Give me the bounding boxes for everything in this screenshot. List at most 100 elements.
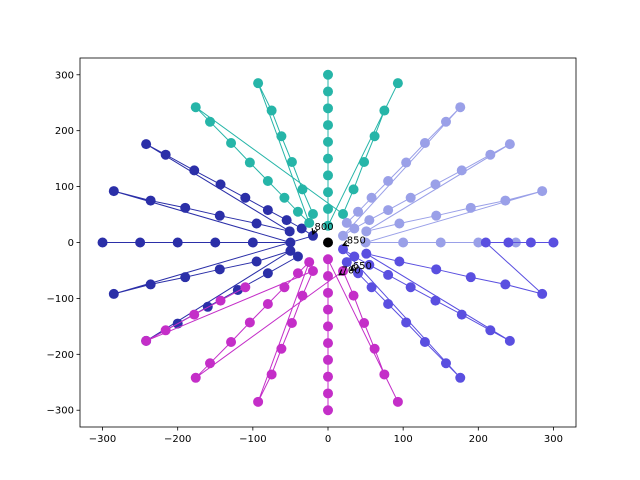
data-point: [296, 223, 307, 234]
x-tick-label: −100: [239, 434, 266, 445]
data-point: [323, 170, 333, 181]
data-point: [214, 210, 225, 221]
data-point: [141, 335, 152, 346]
annotation-label: 850: [347, 236, 366, 247]
axes-frame: [79, 57, 577, 428]
data-point: [135, 237, 146, 248]
data-point: [160, 325, 171, 336]
y-tick-label: 0: [68, 238, 74, 249]
data-point: [276, 343, 287, 354]
data-point: [364, 215, 375, 226]
data-point: [279, 282, 290, 293]
data-point: [401, 317, 412, 328]
data-point: [284, 226, 295, 237]
data-point: [323, 86, 333, 97]
data-point: [108, 288, 119, 299]
data-point: [262, 176, 273, 186]
data-point: [276, 131, 287, 142]
data-point: [359, 156, 370, 167]
data-point: [247, 237, 258, 248]
data-point: [244, 317, 255, 328]
data-point: [253, 78, 264, 89]
data-point: [360, 237, 371, 248]
data-point: [401, 157, 412, 168]
y-tick-label: 200: [55, 126, 74, 137]
data-point: [430, 179, 441, 190]
data-point: [455, 372, 466, 383]
data-point: [323, 371, 333, 382]
annotation-1: 850: [341, 236, 366, 247]
series-1: [190, 69, 403, 231]
y-tick-label: −300: [47, 406, 74, 417]
data-point: [279, 192, 290, 203]
data-point: [323, 120, 333, 131]
data-point: [323, 354, 333, 365]
data-point: [440, 358, 451, 369]
data-point: [366, 192, 377, 203]
data-point: [108, 186, 119, 197]
data-point: [465, 272, 476, 283]
data-point: [145, 279, 156, 290]
data-point: [349, 223, 360, 234]
data-point: [500, 279, 511, 290]
data-point: [504, 139, 515, 150]
data-point: [244, 157, 255, 168]
data-point: [465, 202, 476, 213]
data-point: [405, 282, 416, 293]
data-point: [323, 136, 333, 147]
data-point: [473, 237, 484, 248]
data-point: [323, 388, 333, 399]
data-point: [281, 215, 292, 226]
data-point: [394, 218, 405, 229]
data-point: [240, 192, 251, 203]
data-point: [361, 248, 372, 259]
annotation-arrowhead: [341, 240, 350, 247]
data-point: [537, 186, 548, 197]
data-point: [262, 205, 273, 216]
center-point: [323, 237, 333, 248]
data-point: [383, 299, 394, 309]
data-point: [286, 318, 297, 329]
y-tick-label: 100: [55, 182, 74, 193]
data-point: [323, 203, 333, 214]
data-point: [398, 237, 409, 248]
data-point: [205, 116, 216, 127]
data-point: [431, 210, 442, 221]
data-point: [210, 237, 221, 248]
data-point: [548, 237, 559, 248]
data-point: [189, 165, 200, 176]
data-point: [285, 245, 296, 256]
annotation-2: 650: [349, 261, 372, 272]
data-point: [97, 237, 108, 248]
data-point: [226, 137, 237, 148]
data-point: [285, 237, 296, 248]
annotation-arrowhead: [311, 228, 318, 236]
data-point: [226, 337, 237, 348]
data-point: [180, 272, 191, 283]
data-point: [292, 251, 303, 262]
data-point: [215, 295, 226, 306]
y-tick-label: −100: [47, 294, 74, 305]
data-point: [359, 318, 370, 329]
data-point: [323, 254, 333, 265]
data-point: [369, 131, 380, 142]
data-point: [251, 218, 262, 229]
data-point: [215, 179, 226, 190]
x-tick-label: 100: [394, 434, 413, 445]
x-tick-label: 0: [325, 434, 331, 445]
data-point: [500, 195, 511, 206]
data-point: [304, 217, 315, 228]
data-point: [383, 176, 394, 186]
data-point: [145, 195, 156, 206]
data-point: [323, 103, 333, 114]
data-point: [431, 264, 442, 275]
data-point: [525, 237, 536, 248]
x-tick-label: 200: [469, 434, 488, 445]
data-point: [214, 264, 225, 275]
data-point: [297, 184, 308, 195]
data-point: [348, 184, 359, 195]
annotation-0: 800: [311, 222, 334, 236]
data-point: [419, 337, 430, 348]
data-point: [537, 288, 548, 299]
